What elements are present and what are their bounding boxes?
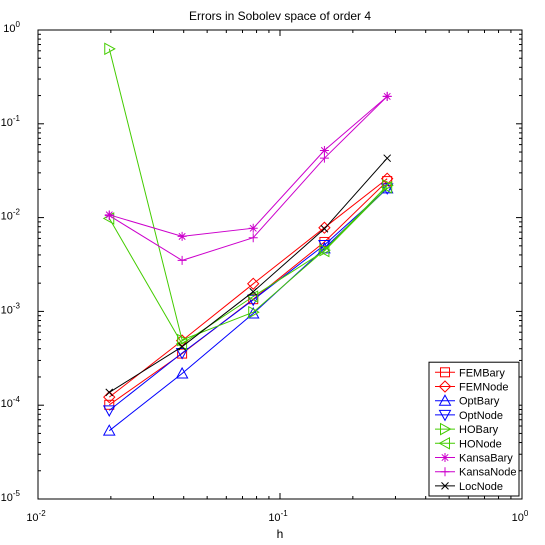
y-tick-labels: 10-5 10-4 10-3 10-2 10-1 100 — [1, 20, 21, 504]
legend-marker — [440, 453, 450, 462]
data-point — [104, 42, 116, 56]
data-point — [319, 153, 329, 163]
legend-marker — [440, 422, 452, 436]
data-point — [383, 154, 392, 163]
legend-item: OptBary — [435, 394, 500, 408]
data-point — [178, 342, 186, 351]
series-kansanode — [104, 91, 392, 265]
data-point — [248, 223, 258, 233]
x-tick-labels: 10-2 10-1 100 — [26, 509, 529, 524]
series-femnode — [103, 172, 394, 404]
series-locnode — [105, 154, 392, 397]
legend-label: OptBary — [459, 396, 500, 408]
chart-title: Errors in Sobolev space of order 4 — [189, 9, 371, 23]
data-point — [248, 305, 260, 319]
y-tick-label: 10-1 — [1, 114, 21, 129]
legend-marker — [440, 467, 450, 477]
series-group — [102, 42, 394, 436]
legend-label: KansaNode — [459, 467, 517, 479]
data-point — [246, 294, 260, 307]
y-tick-label: 10-3 — [1, 301, 21, 316]
legend-item: HOBary — [435, 422, 499, 436]
legend-item: FEMBary — [435, 367, 505, 379]
legend-label: HONode — [459, 438, 502, 450]
legend-label: FEMNode — [459, 382, 509, 394]
y-tick-label: 10-4 — [1, 395, 21, 410]
data-point — [317, 244, 330, 258]
data-point — [103, 390, 116, 404]
data-point — [102, 424, 116, 436]
data-point — [246, 290, 259, 303]
legend-label: KansaBary — [459, 453, 513, 465]
data-point — [175, 348, 189, 360]
legend-label: LocNode — [459, 481, 503, 493]
x-axis-label: h — [277, 527, 284, 541]
legend-item: KansaNode — [435, 467, 517, 479]
x-tick-label: 100 — [512, 509, 529, 524]
data-point — [105, 388, 114, 397]
legend-marker — [438, 380, 452, 393]
data-point — [380, 181, 393, 194]
data-point — [318, 221, 331, 234]
legend-label: FEMBary — [459, 367, 505, 379]
data-point — [247, 277, 260, 290]
series-line — [108, 178, 388, 398]
data-point — [382, 91, 392, 101]
data-point — [104, 211, 114, 221]
legend-label: HOBary — [459, 424, 499, 436]
data-point — [382, 179, 394, 192]
legend: FEMBary FEMNode OptBary OptNode HOBary HONode… — [428, 361, 520, 497]
legend-item: FEMNode — [435, 380, 509, 394]
legend-marker — [438, 394, 452, 406]
data-point — [248, 233, 258, 243]
data-point — [175, 366, 189, 379]
data-point — [249, 287, 258, 296]
x-tick-label: 10-2 — [26, 509, 46, 524]
data-point — [102, 405, 116, 417]
x-tick-label: 10-1 — [268, 509, 288, 524]
data-point — [177, 333, 189, 347]
data-point — [177, 231, 187, 241]
legend-marker — [440, 367, 450, 378]
y-tick-label: 10-2 — [1, 208, 21, 223]
data-point — [177, 255, 187, 265]
legend-marker — [438, 409, 452, 422]
legend-label: OptNode — [459, 410, 503, 422]
series-line — [108, 48, 388, 341]
y-tick-label: 100 — [3, 20, 20, 35]
axis-ticks — [37, 29, 523, 500]
data-point — [104, 399, 115, 410]
series-line — [108, 187, 388, 345]
data-point — [320, 224, 329, 233]
legend-item: LocNode — [435, 481, 503, 493]
data-point — [319, 145, 329, 155]
legend-item: HONode — [435, 436, 502, 450]
legend-item: KansaBary — [435, 453, 513, 465]
legend-item: OptNode — [435, 409, 503, 422]
y-tick-label: 10-5 — [1, 489, 21, 504]
legend-marker — [441, 482, 449, 490]
legend-marker — [438, 436, 450, 450]
